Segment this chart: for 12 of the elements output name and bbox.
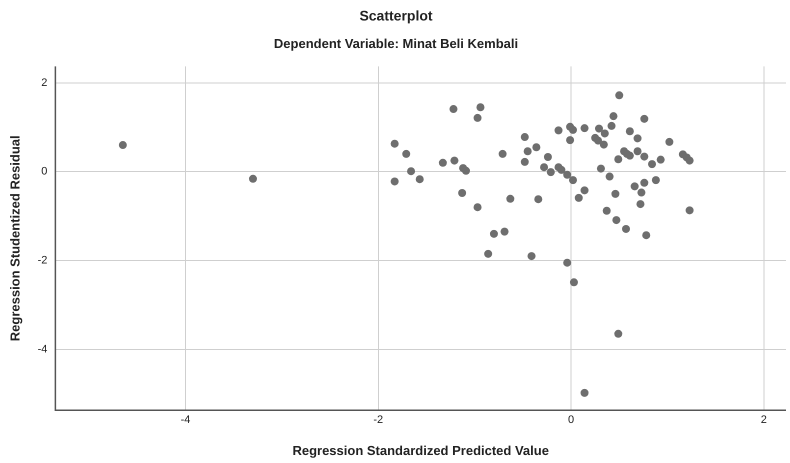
chart-title: Scatterplot — [359, 7, 433, 24]
y-tick-label: -4 — [38, 343, 48, 356]
chart-subtitle: Dependent Variable: Minat Beli Kembali — [274, 36, 518, 52]
x-tick-label: -2 — [373, 414, 384, 426]
y-axis-title: Regression Studentized Residual — [7, 135, 22, 342]
x-tick-label: 0 — [568, 414, 574, 426]
x-tick-label: 2 — [760, 414, 767, 426]
y-tick-label: 2 — [41, 76, 48, 89]
y-tick-label: 0 — [41, 166, 48, 178]
x-axis-title: Regression Standardized Predicted Value — [292, 442, 549, 458]
y-tick-label: -2 — [38, 254, 48, 267]
x-tick-label: -4 — [180, 414, 190, 426]
